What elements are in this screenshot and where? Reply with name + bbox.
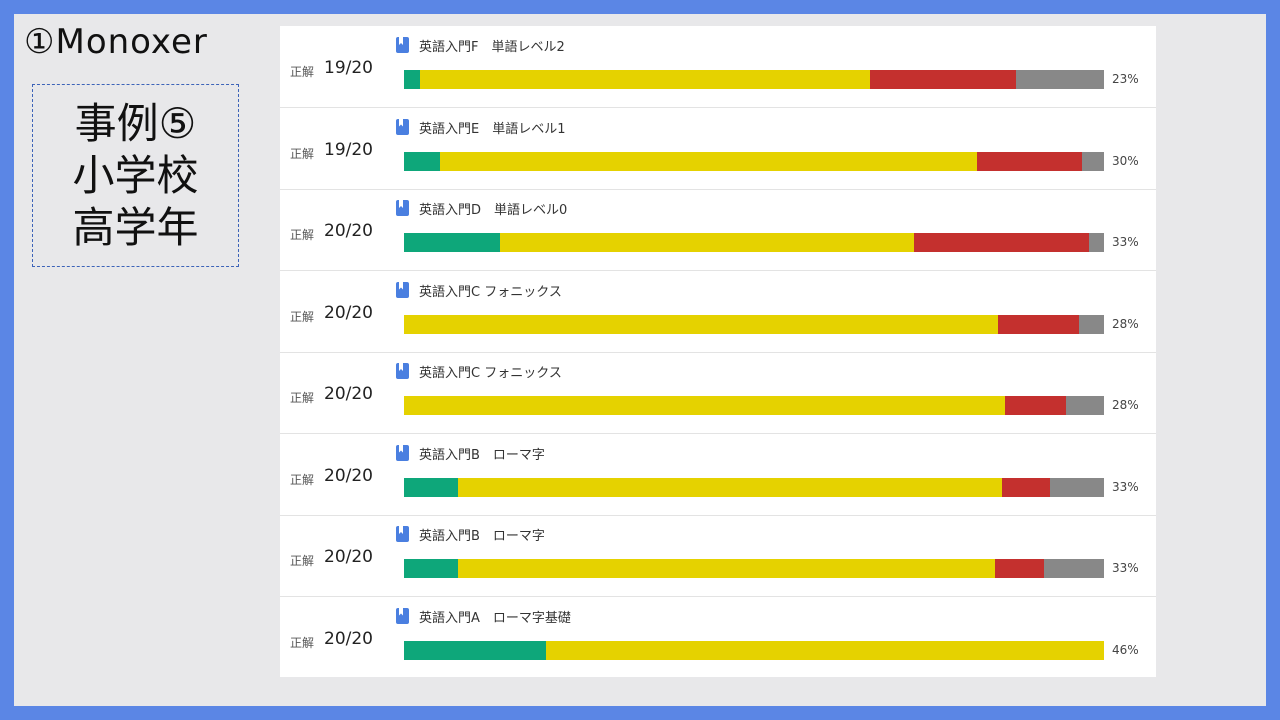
book-icon — [396, 200, 409, 216]
result-row[interactable]: 正解 19/20 英語入門F 単語レベル2 23% — [280, 26, 1156, 108]
slide-title: ①Monoxer — [24, 22, 208, 62]
progress-segment-gray — [1081, 151, 1104, 171]
score-value: 20/20 — [324, 221, 373, 241]
progress-segment-yellow — [457, 477, 1002, 497]
progress-segment-red — [1004, 396, 1067, 415]
progress-bar — [404, 233, 1104, 252]
book-icon — [396, 281, 409, 298]
progress-segment-red — [870, 70, 1017, 89]
progress-segment-red — [977, 151, 1082, 171]
progress-segment-green — [404, 559, 458, 578]
progress-segment-green — [404, 640, 547, 660]
progress-segment-gray — [1016, 70, 1104, 89]
course-title[interactable]: 英語入門E 単語レベル1 — [419, 121, 566, 137]
progress-bar — [404, 314, 1104, 334]
score-label: 正解 — [290, 472, 315, 487]
result-row[interactable]: 正解 20/20 英語入門B ローマ字 33% — [280, 434, 1156, 516]
progress-bar — [404, 151, 1104, 171]
result-row[interactable]: 正解 20/20 英語入門C フォニックス 28% — [280, 352, 1156, 434]
progress-bar — [404, 559, 1104, 578]
result-row[interactable]: 正解 20/20 英語入門D 単語レベル0 33% — [280, 189, 1156, 271]
score-label: 正解 — [290, 635, 315, 650]
progress-segment-red — [997, 314, 1080, 334]
percent-value: 30% — [1112, 153, 1139, 168]
score-label: 正解 — [290, 391, 315, 405]
score-value: 19/20 — [324, 58, 373, 78]
score-value: 20/20 — [324, 302, 373, 323]
progress-segment-yellow — [499, 233, 914, 252]
percent-value: 33% — [1112, 479, 1139, 494]
progress-segment-green — [404, 233, 500, 252]
progress-bar — [404, 396, 1104, 415]
progress-segment-green — [404, 477, 458, 497]
progress-segment-yellow — [404, 314, 998, 334]
percent-value: 33% — [1112, 235, 1139, 249]
progress-segment-red — [913, 233, 1089, 252]
book-icon — [396, 37, 409, 53]
course-title[interactable]: 英語入門C フォニックス — [419, 366, 562, 381]
caption-line-1: 事例⑤ — [74, 98, 197, 148]
score-value: 20/20 — [324, 384, 373, 404]
result-row[interactable]: 正解 19/20 英語入門E 単語レベル1 30% — [280, 108, 1156, 190]
progress-segment-green — [404, 151, 440, 171]
progress-segment-yellow — [404, 396, 1005, 415]
book-icon — [396, 118, 409, 135]
progress-segment-gray — [1050, 477, 1104, 497]
progress-segment-gray — [1079, 314, 1104, 334]
course-title[interactable]: 英語入門D 単語レベル0 — [419, 203, 568, 218]
progress-segment-red — [1001, 477, 1051, 497]
progress-bar — [404, 477, 1104, 497]
slide: ①Monoxer 事例⑤ 小学校 高学年 正解 19/20 英語入門F 単語レベル2… — [14, 14, 1266, 706]
progress-segment-green — [404, 70, 421, 89]
course-title[interactable]: 英語入門F 単語レベル2 — [419, 40, 565, 55]
progress-segment-yellow — [439, 151, 978, 171]
caption-line-3: 高学年 — [72, 202, 199, 252]
score-value: 19/20 — [324, 139, 373, 160]
result-row[interactable]: 正解 20/20 英語入門A ローマ字基礎 46% — [280, 597, 1156, 679]
progress-bar — [404, 640, 1104, 660]
progress-segment-gray — [1066, 396, 1104, 415]
caption-line-2: 小学校 — [72, 150, 199, 200]
percent-value: 28% — [1112, 398, 1139, 412]
progress-segment-red — [995, 559, 1044, 578]
score-label: 正解 — [290, 228, 315, 242]
progress-bar — [404, 70, 1104, 89]
course-title[interactable]: 英語入門C フォニックス — [419, 284, 562, 300]
progress-segment-gray — [1088, 233, 1104, 252]
book-icon — [396, 526, 409, 542]
result-row[interactable]: 正解 20/20 英語入門B ローマ字 33% — [280, 515, 1156, 597]
result-row[interactable]: 正解 20/20 英語入門C フォニックス 28% — [280, 271, 1156, 353]
score-value: 20/20 — [324, 465, 373, 486]
score-label: 正解 — [290, 554, 315, 568]
progress-segment-yellow — [420, 70, 871, 89]
score-label: 正解 — [290, 309, 315, 324]
course-title[interactable]: 英語入門B ローマ字 — [419, 529, 545, 544]
results-panel: 正解 19/20 英語入門F 単語レベル2 23% 正解 19/20 英語入門E 単語レベル… — [280, 26, 1156, 677]
percent-value: 33% — [1112, 561, 1139, 575]
case-caption-box: 事例⑤ 小学校 高学年 — [32, 84, 239, 267]
score-label: 正解 — [290, 146, 315, 161]
progress-segment-yellow — [457, 559, 996, 578]
percent-value: 28% — [1112, 316, 1139, 331]
percent-value: 46% — [1112, 642, 1139, 657]
percent-value: 23% — [1112, 72, 1139, 86]
book-icon — [396, 444, 409, 461]
score-value: 20/20 — [324, 547, 373, 567]
course-title[interactable]: 英語入門B ローマ字 — [419, 447, 545, 463]
course-title[interactable]: 英語入門A ローマ字基礎 — [419, 610, 571, 626]
score-value: 20/20 — [324, 628, 373, 649]
book-icon — [396, 607, 409, 624]
progress-segment-yellow — [546, 640, 1104, 660]
progress-segment-gray — [1043, 559, 1104, 578]
score-label: 正解 — [290, 65, 315, 79]
book-icon — [396, 363, 409, 379]
